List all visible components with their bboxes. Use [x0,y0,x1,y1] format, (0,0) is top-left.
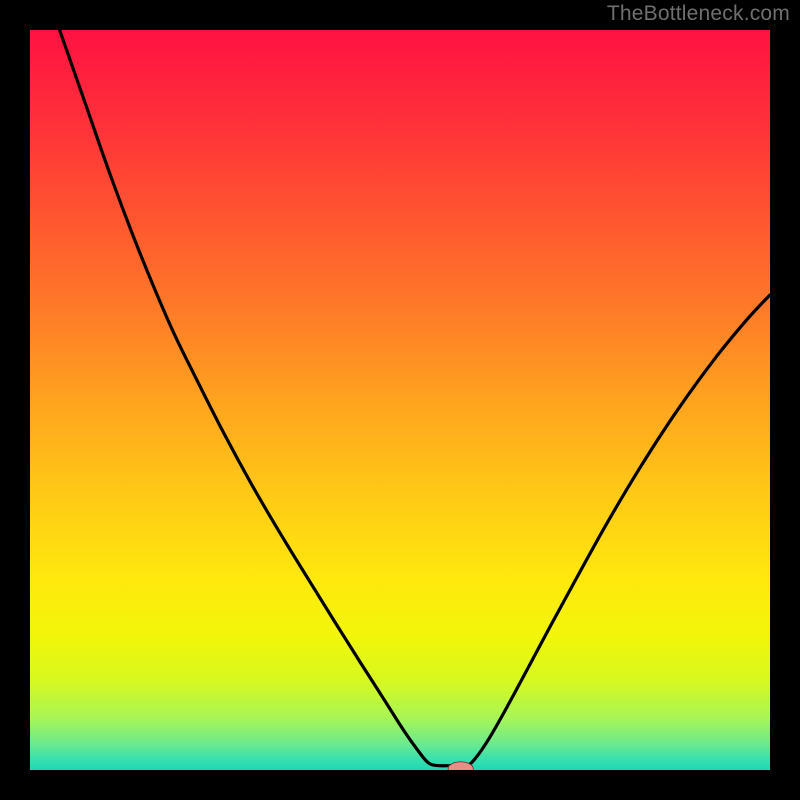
watermark-text: TheBottleneck.com [607,2,790,26]
bottleneck-chart [0,0,800,800]
plot-background [30,30,770,770]
chart-stage: TheBottleneck.com [0,0,800,800]
